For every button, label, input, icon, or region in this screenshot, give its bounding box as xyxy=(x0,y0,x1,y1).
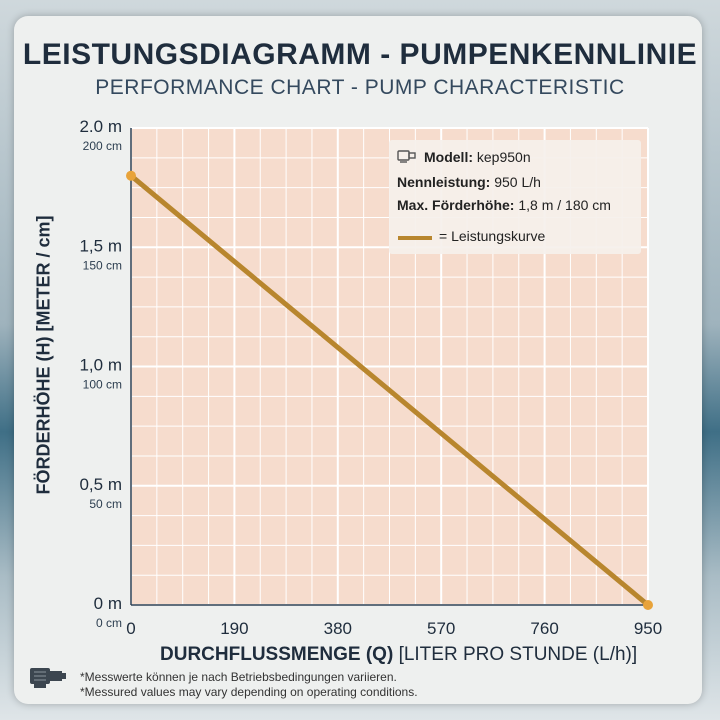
series-point xyxy=(643,600,653,610)
legend-rated-label: Nennleistung: xyxy=(397,174,491,190)
legend-model-label: Modell: xyxy=(424,149,473,165)
y-tick-sublabel: 150 cm xyxy=(83,258,122,272)
x-tick-label: 190 xyxy=(220,619,248,638)
series-point xyxy=(126,170,136,181)
y-tick-label: 0,5 m xyxy=(79,475,122,494)
legend-max-label: Max. Förderhöhe: xyxy=(397,197,515,213)
legend-max-head: Max. Förderhöhe: 1,8 m / 180 cm xyxy=(397,197,611,213)
legend-max-value: 1,8 m / 180 cm xyxy=(518,197,611,213)
y-tick-label: 1,0 m xyxy=(79,356,122,375)
info-legend: Modell: kep950n Nennleistung: 950 L/h Ma… xyxy=(389,140,641,254)
page-title: LEISTUNGSDIAGRAMM - PUMPENKENNLINIE xyxy=(22,38,698,71)
y-tick-sublabel: 100 cm xyxy=(83,378,122,392)
y-tick-label: 1,5 m xyxy=(79,236,122,255)
legend-curve-label: = Leistungskurve xyxy=(439,228,546,244)
x-axis-label-unit: [LITER PRO STUNDE (L/h)] xyxy=(398,644,638,665)
legend-rated-value: 950 L/h xyxy=(494,174,541,190)
y-tick-sublabel: 50 cm xyxy=(89,497,122,511)
x-tick-label: 380 xyxy=(324,619,352,638)
legend-model: Modell: kep950n xyxy=(424,149,531,165)
y-tick-label: 0 m xyxy=(94,594,122,613)
x-tick-label: 950 xyxy=(634,619,662,638)
legend-rated: Nennleistung: 950 L/h xyxy=(397,174,541,190)
y-tick-sublabel: 0 cm xyxy=(96,616,122,630)
x-tick-label: 0 xyxy=(126,619,135,638)
y-tick-label: 2.0 m xyxy=(79,117,122,136)
footnote-en: *Messured values may vary depending on o… xyxy=(80,685,418,699)
page-subtitle: PERFORMANCE CHART - PUMP CHARACTERISTIC xyxy=(95,76,625,99)
legend-curve-swatch xyxy=(398,236,432,240)
footnote-de: *Messwerte können je nach Betriebsbeding… xyxy=(80,670,397,684)
pump-icon xyxy=(397,150,416,163)
x-tick-label: 760 xyxy=(530,619,558,638)
x-tick-label: 570 xyxy=(427,619,455,638)
series-line xyxy=(128,173,651,608)
y-axis-label: FÖRDERHÖHE (H) [METER / cm] xyxy=(33,215,54,495)
pump-icon xyxy=(30,668,66,688)
x-axis-label: DURCHFLUSSMENGE (Q) [LITER PRO STUNDE (L… xyxy=(160,644,637,666)
x-axis-label-bold: DURCHFLUSSMENGE (Q) xyxy=(160,644,394,665)
y-tick-sublabel: 200 cm xyxy=(83,139,122,153)
legend-model-value: kep950n xyxy=(476,149,531,165)
